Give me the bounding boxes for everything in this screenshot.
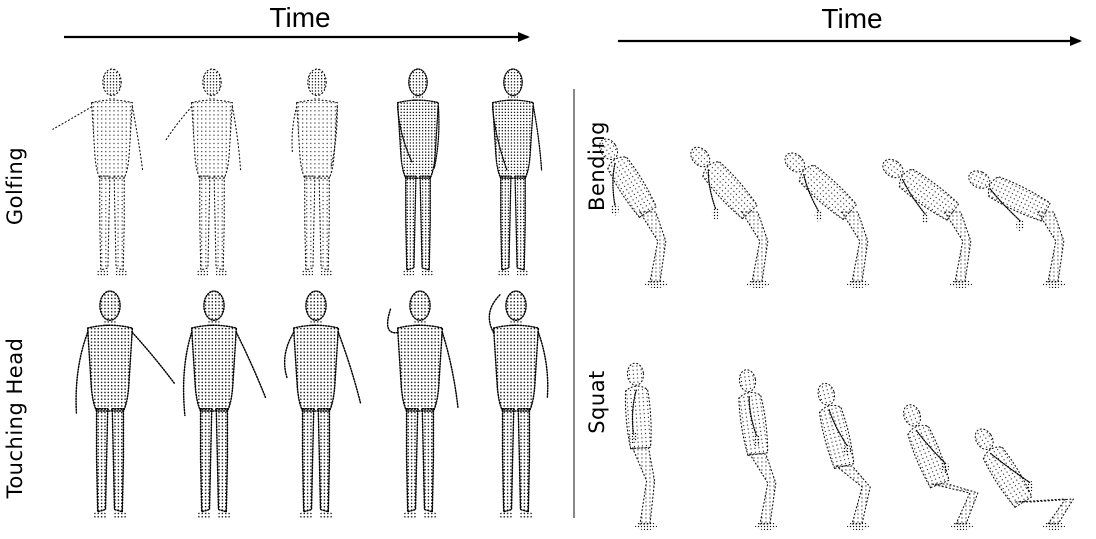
golfing-frame-5 <box>491 68 543 277</box>
touching-head-frame-3 <box>283 290 362 520</box>
right-time-label: Time <box>821 3 882 34</box>
squat-frame-2 <box>738 369 777 530</box>
bending-frame-3 <box>784 152 869 288</box>
squat-frame-1 <box>624 362 657 530</box>
row-label-golfing: Golfing <box>3 147 27 225</box>
row-label-squat: Squat <box>585 370 609 434</box>
bending-frame-1 <box>599 138 667 288</box>
squat-frame-4 <box>903 404 979 530</box>
row-label-touching-head: Touching Head <box>3 338 27 500</box>
touching-head-frames <box>75 290 549 520</box>
row-label-bending: Bending <box>585 121 609 211</box>
bending-frame-2 <box>690 146 769 288</box>
squat-frame-3 <box>817 382 871 530</box>
golfing-frame-3 <box>291 68 338 277</box>
touching-head-frame-5 <box>488 290 549 520</box>
left-time-label: Time <box>269 2 330 33</box>
right-panel: Time Bending Squat <box>585 3 1082 530</box>
bending-frame-4 <box>882 158 972 288</box>
squat-frame-5 <box>974 428 1074 530</box>
touching-head-frame-2 <box>182 290 267 520</box>
golfing-frame-4 <box>396 68 440 277</box>
squat-frames <box>624 362 1074 530</box>
golfing-frames <box>52 68 543 277</box>
golfing-frame-2 <box>164 68 242 277</box>
bending-frames <box>599 138 1065 288</box>
touching-head-frame-1 <box>75 290 176 520</box>
golfing-frame-1 <box>52 68 144 277</box>
touching-head-frame-4 <box>386 290 459 520</box>
left-panel: Time Golfing Touching Head <box>3 2 549 520</box>
bending-frame-5 <box>968 170 1065 288</box>
